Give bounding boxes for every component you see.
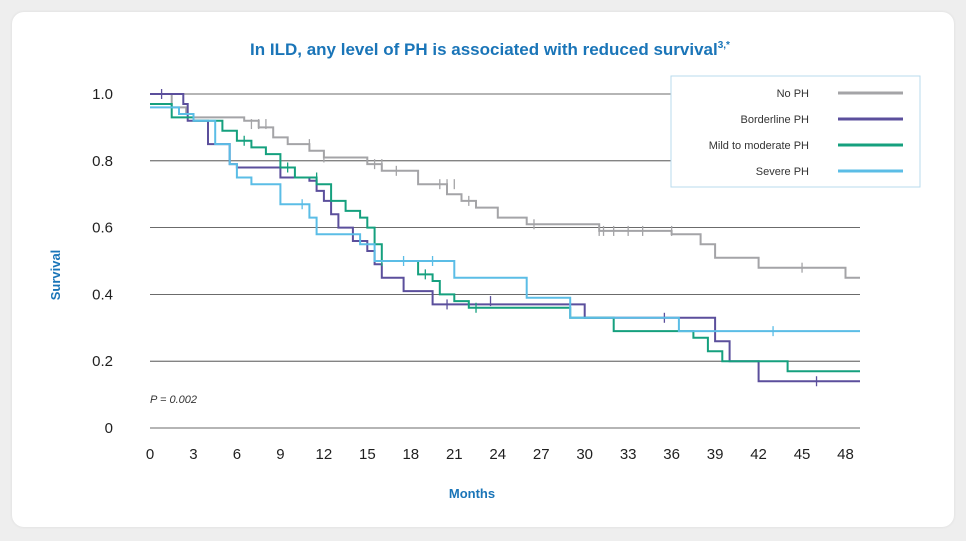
x-tick-label: 12: [316, 446, 333, 463]
series-line-mild-to-moderate-ph: [150, 103, 860, 373]
x-tick-labels: 0 3 6 9 12 15 18 21 24 27 30 33 36 39 42 45 48: [146, 446, 854, 463]
x-tick-label: 36: [663, 446, 680, 463]
y-tick-label: 1.0: [92, 86, 113, 103]
x-tick-label: 27: [533, 446, 550, 463]
x-tick-label: 39: [707, 446, 724, 463]
x-tick-label: 6: [233, 446, 241, 463]
y-tick-labels: 0 0.2 0.4 0.6 0.8 1.0: [92, 86, 113, 437]
chart-title-text: In ILD, any level of PH is associated wi…: [250, 40, 718, 59]
chart-title-superscript: 3,*: [718, 40, 730, 51]
series-line-severe-ph: [150, 106, 860, 333]
x-axis-label: Months: [449, 486, 495, 501]
y-tick-label: 0.8: [92, 153, 113, 170]
legend-label-mild-to-moderate-ph: Mild to moderate PH: [709, 140, 809, 152]
x-tick-label: 9: [276, 446, 284, 463]
x-tick-label: 18: [402, 446, 419, 463]
y-tick-label: 0.2: [92, 353, 113, 370]
chart-title: In ILD, any level of PH is associated wi…: [250, 40, 730, 59]
survival-curves: [150, 89, 860, 387]
x-tick-label: 15: [359, 446, 376, 463]
p-value-annotation: P = 0.002: [150, 394, 197, 406]
x-tick-label: 45: [794, 446, 811, 463]
x-tick-label: 30: [576, 446, 593, 463]
series-line-no-ph: [150, 93, 860, 279]
legend-label-no-ph: No PH: [777, 88, 809, 100]
x-tick-label: 33: [620, 446, 637, 463]
y-tick-label: 0: [105, 420, 113, 437]
y-tick-label: 0.4: [92, 286, 113, 303]
y-axis-label: Survival: [48, 250, 63, 301]
legend-label-severe-ph: Severe PH: [756, 166, 809, 178]
legend: No PH Borderline PH Mild to moderate PH Sev…: [670, 75, 921, 188]
x-tick-label: 3: [189, 446, 197, 463]
y-tick-label: 0.6: [92, 220, 113, 237]
x-tick-label: 0: [146, 446, 154, 463]
x-tick-label: 21: [446, 446, 463, 463]
x-tick-label: 42: [750, 446, 767, 463]
legend-label-borderline-ph: Borderline PH: [741, 114, 810, 126]
x-tick-label: 48: [837, 446, 854, 463]
x-tick-label: 24: [489, 446, 506, 463]
